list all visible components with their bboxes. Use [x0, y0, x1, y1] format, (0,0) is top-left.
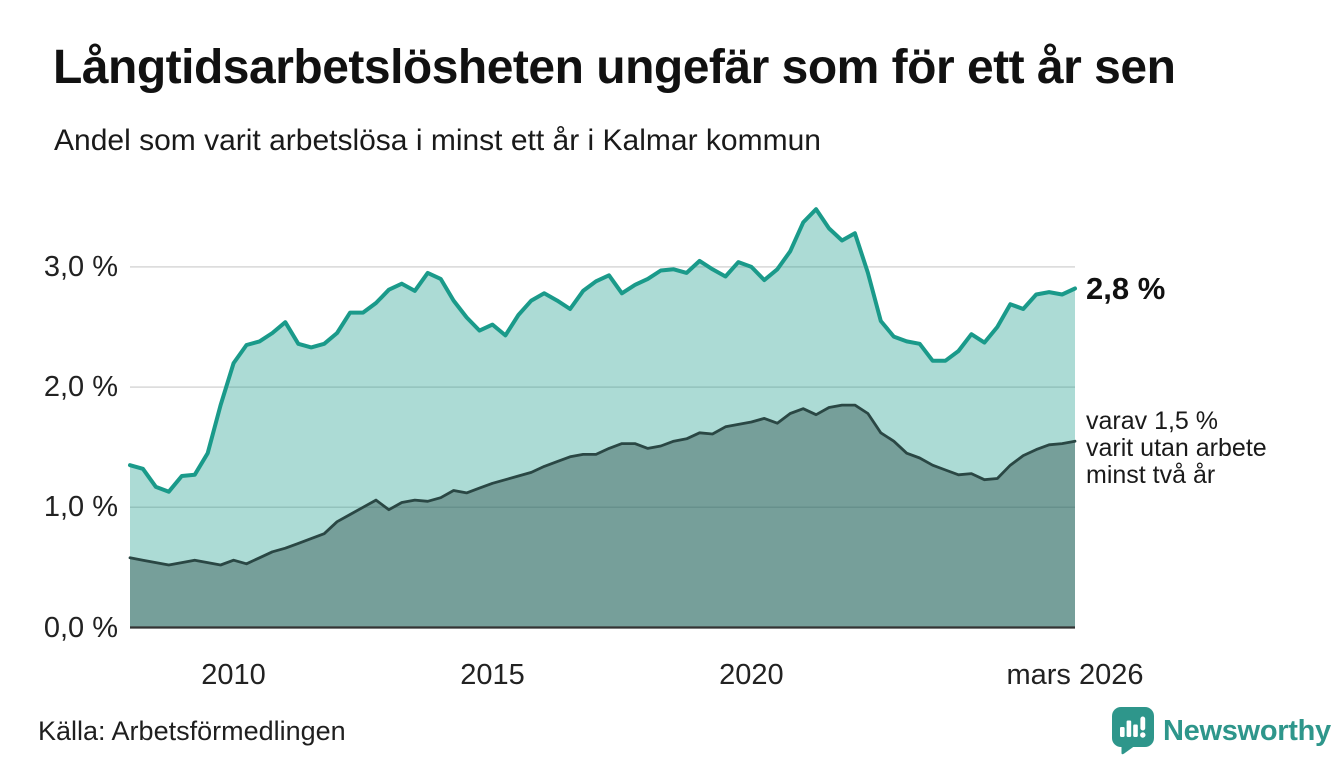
series2-line: [128, 403, 1077, 567]
x-tick-label: 2015: [460, 659, 525, 691]
series2-annotation-label: varav 1,5 % varit utan arbete minst två …: [1086, 407, 1267, 489]
x-tick-label: 2010: [201, 659, 266, 691]
y-tick-label: 1,0 %: [43, 491, 118, 524]
series1-line: [128, 207, 1077, 494]
newsworthy-logo: Newsworthy: [1112, 707, 1331, 755]
newsworthy-bubble-icon: [1112, 707, 1154, 755]
newsworthy-wordmark: Newsworthy: [1163, 714, 1331, 747]
page-title: Långtidsarbetslösheten ungefär som för e…: [53, 41, 1176, 94]
series2-area: [130, 405, 1075, 628]
series1-area: [130, 209, 1075, 628]
x-tick-label: 2020: [719, 659, 784, 691]
page-subtitle: Andel som varit arbetslösa i minst ett å…: [54, 124, 821, 157]
y-tick-label: 2,0 %: [43, 371, 118, 404]
series1-end-value-label: 2,8 %: [1086, 271, 1166, 306]
source-caption: Källa: Arbetsförmedlingen: [38, 716, 346, 746]
y-tick-label: 3,0 %: [43, 250, 118, 283]
x-tick-label: mars 2026: [1006, 659, 1144, 691]
y-tick-label: 0,0 %: [43, 611, 118, 644]
